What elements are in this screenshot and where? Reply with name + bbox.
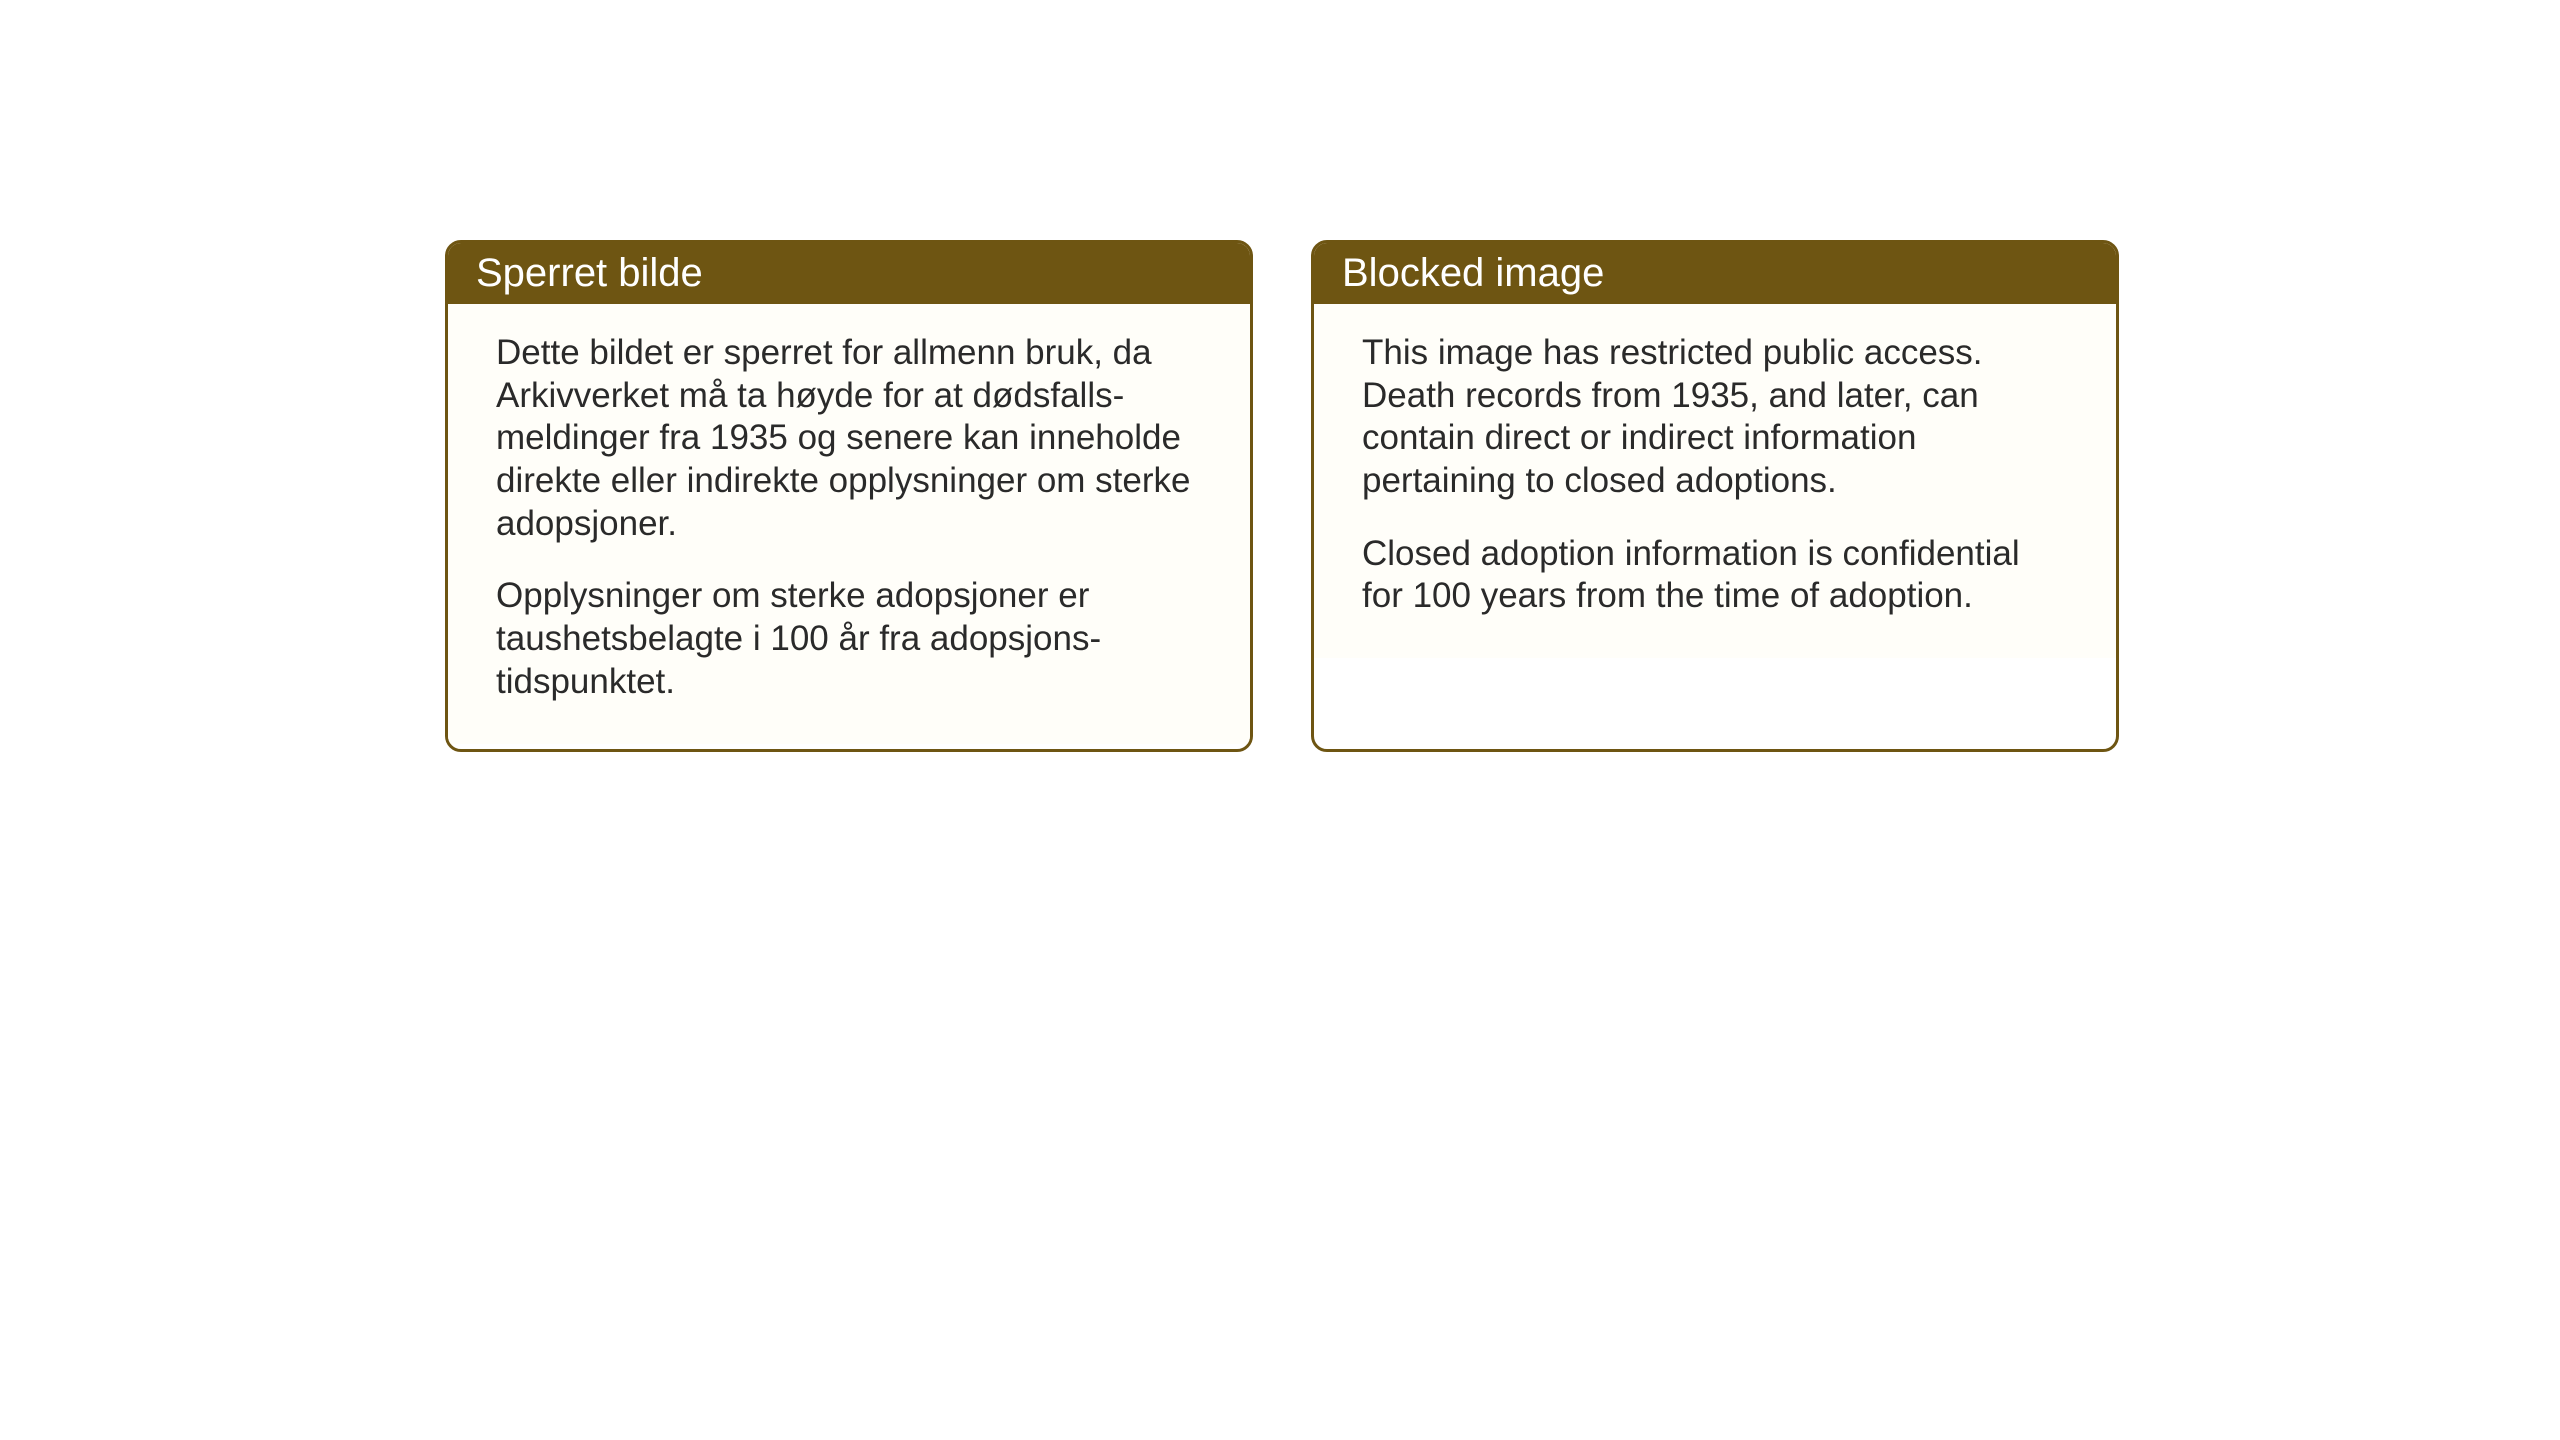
notice-title-norwegian: Sperret bilde xyxy=(476,251,703,295)
notice-title-english: Blocked image xyxy=(1342,251,1604,295)
notice-paragraph-2-norwegian: Opplysninger om sterke adopsjoner er tau… xyxy=(496,575,1202,703)
notice-header-english: Blocked image xyxy=(1314,243,2116,304)
notice-body-english: This image has restricted public access.… xyxy=(1314,304,2116,658)
notice-body-norwegian: Dette bildet er sperret for allmenn bruk… xyxy=(448,304,1250,744)
notice-paragraph-1-norwegian: Dette bildet er sperret for allmenn bruk… xyxy=(496,332,1202,545)
notice-paragraph-1-english: This image has restricted public access.… xyxy=(1362,332,2068,503)
notice-header-norwegian: Sperret bilde xyxy=(448,243,1250,304)
notice-card-norwegian: Sperret bilde Dette bildet er sperret fo… xyxy=(445,240,1253,752)
notice-paragraph-2-english: Closed adoption information is confident… xyxy=(1362,533,2068,618)
notice-container: Sperret bilde Dette bildet er sperret fo… xyxy=(445,240,2119,752)
notice-card-english: Blocked image This image has restricted … xyxy=(1311,240,2119,752)
